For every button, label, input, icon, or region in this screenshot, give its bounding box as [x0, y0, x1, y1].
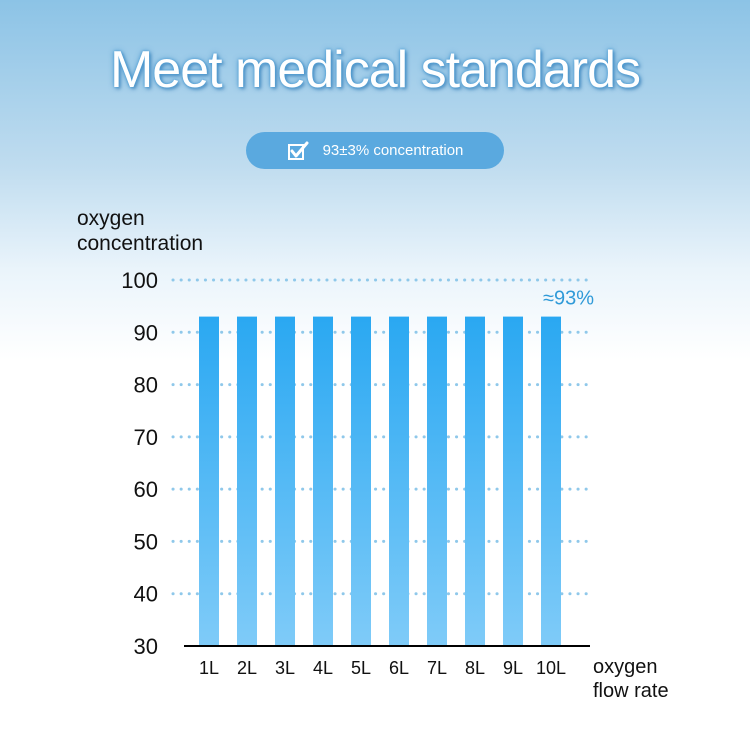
- x-tick-label: 4L: [313, 658, 333, 678]
- y-tick-label: 60: [134, 477, 158, 502]
- bar: [427, 316, 447, 646]
- page-title: Meet medical standards: [109, 41, 641, 99]
- x-tick-label: 3L: [275, 658, 295, 678]
- y-axis-label-line: oxygen: [77, 207, 145, 230]
- x-tick-label: 9L: [503, 658, 523, 678]
- grid-lines: [171, 278, 592, 596]
- bar: [237, 316, 257, 646]
- value-annotation: ≈93%: [543, 288, 594, 310]
- y-tick-label: 80: [134, 373, 158, 398]
- concentration-badge: 93±3% concentration: [246, 132, 504, 169]
- bars: [199, 316, 561, 646]
- x-tick-label: 8L: [465, 658, 485, 678]
- y-axis-label-line: concentration: [77, 232, 203, 255]
- x-tick-label: 6L: [389, 658, 409, 678]
- y-tick-label: 30: [134, 634, 158, 659]
- x-tick-labels: 1L 2L 3L 4L 5L 6L 7L 8L 9L 10L: [199, 658, 566, 678]
- y-tick-label: 50: [134, 529, 158, 554]
- bar: [351, 316, 371, 646]
- x-tick-label: 7L: [427, 658, 447, 678]
- bar: [199, 316, 219, 646]
- checkbox-check-icon: [287, 141, 309, 160]
- badge-text: 93±3% concentration: [322, 142, 464, 159]
- bar: [503, 316, 523, 646]
- y-tick-label: 90: [134, 320, 158, 345]
- x-tick-label: 2L: [237, 658, 257, 678]
- bar: [465, 316, 485, 646]
- y-tick-label: 70: [134, 425, 158, 450]
- bar: [275, 316, 295, 646]
- x-tick-label: 1L: [199, 658, 219, 678]
- x-tick-label: 10L: [536, 658, 566, 678]
- x-axis-label-line: oxygen: [593, 656, 658, 678]
- y-tick-labels: 30 40 50 60 70 80 90 100: [121, 268, 158, 659]
- y-tick-label: 100: [121, 268, 158, 293]
- x-tick-label: 5L: [351, 658, 371, 678]
- bar: [541, 316, 561, 646]
- y-tick-label: 40: [134, 582, 158, 607]
- bar: [389, 316, 409, 646]
- bar: [313, 316, 333, 646]
- x-axis-label-line: flow rate: [593, 680, 669, 702]
